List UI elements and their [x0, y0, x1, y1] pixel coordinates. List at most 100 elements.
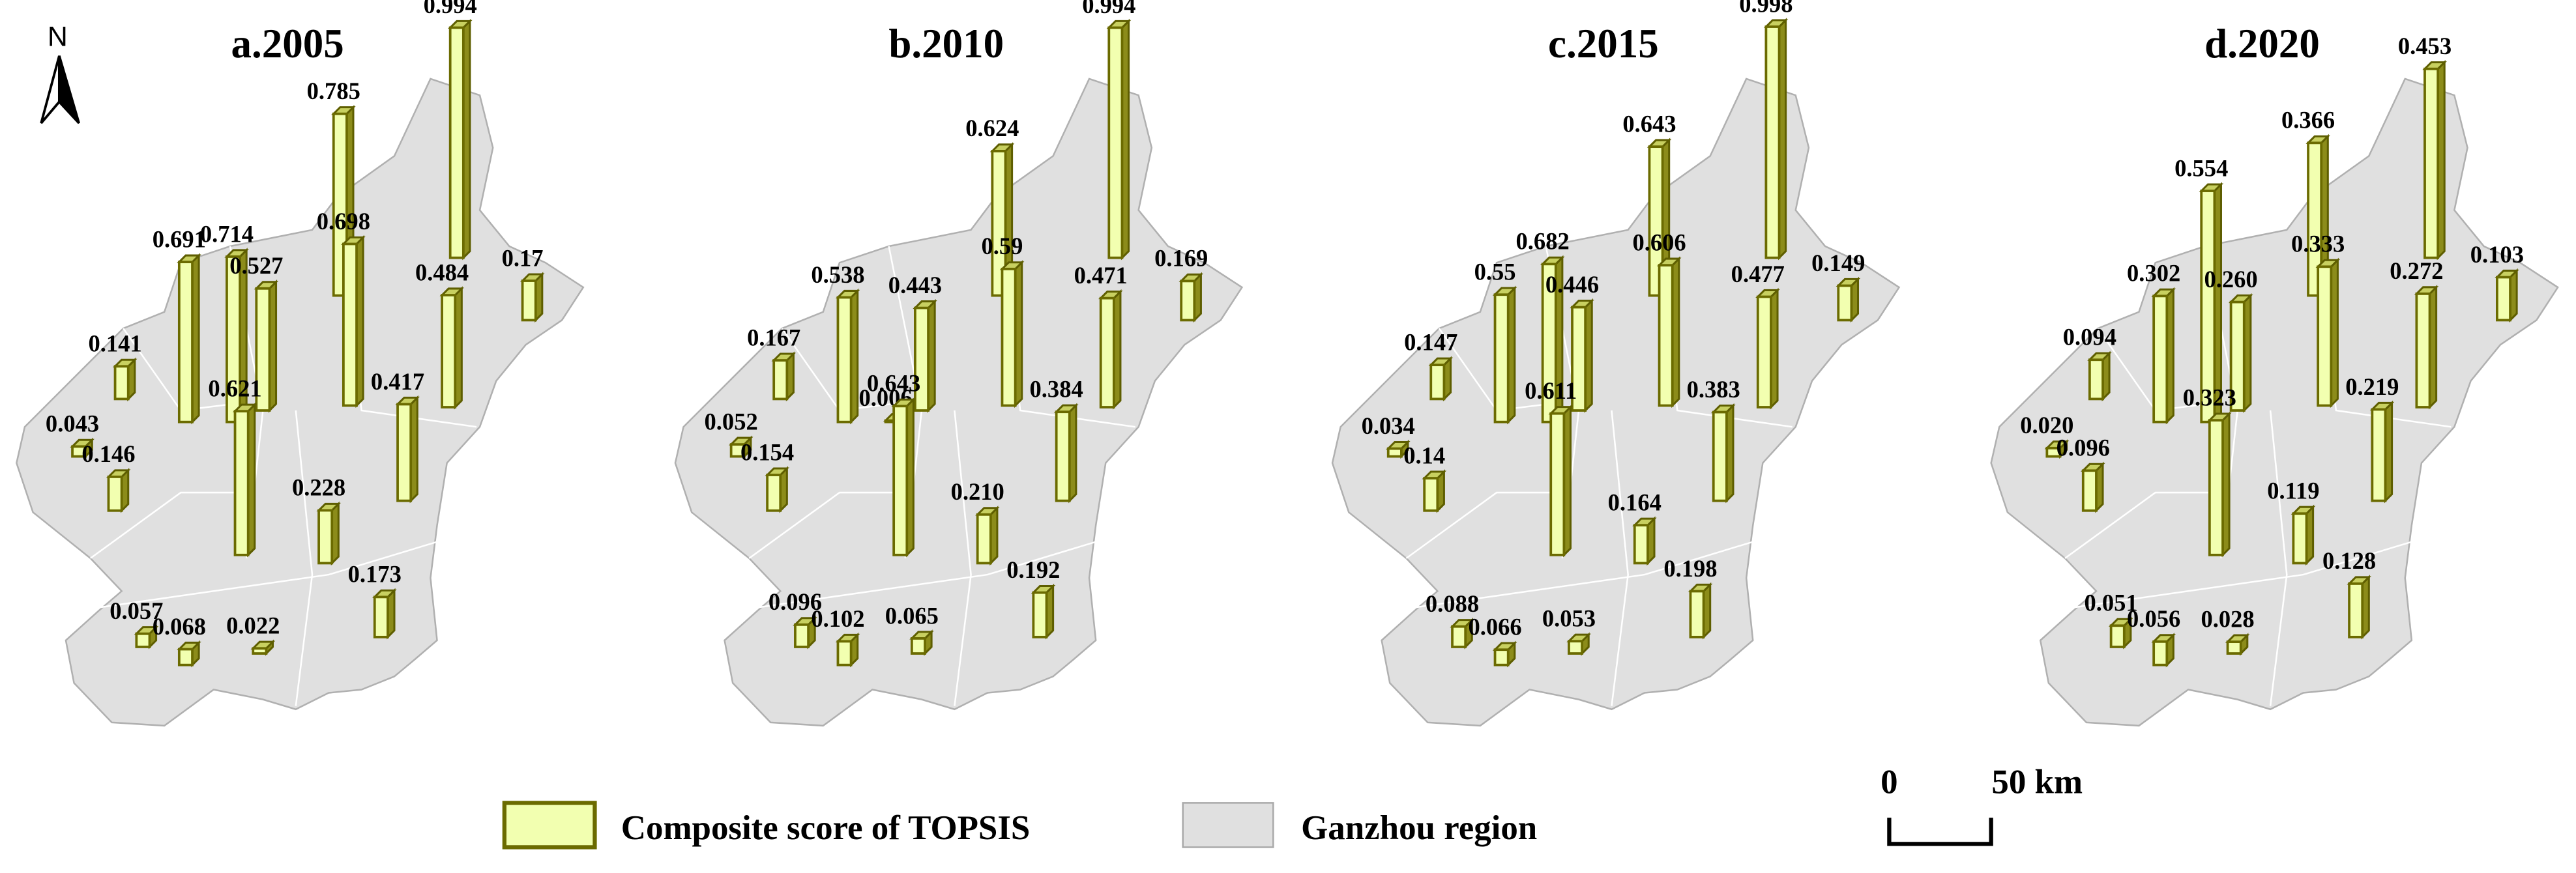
score-bar — [439, 286, 464, 410]
bar-front — [892, 405, 909, 556]
region-shape — [1331, 78, 1901, 727]
value-label: 0.384 — [1030, 376, 1083, 403]
map-panel: c.2015 0.998 0.643 0.550.682 0.446 0.606 0.477… — [1331, 0, 1901, 727]
bar-front — [373, 595, 389, 638]
score-bar — [250, 639, 276, 656]
score-bar — [1098, 289, 1123, 410]
value-label: 0.228 — [292, 474, 345, 501]
county-border — [2269, 410, 2288, 706]
value-label: 0.994 — [424, 0, 477, 18]
value-label: 0.17 — [502, 244, 544, 271]
county-border — [1414, 541, 1753, 608]
bar-front — [836, 296, 853, 423]
score-bar — [999, 260, 1025, 408]
score-bar — [2087, 351, 2112, 402]
value-label: 0.128 — [2322, 547, 2376, 574]
value-label: 0.260 — [2204, 266, 2258, 293]
score-bar — [1570, 298, 1594, 413]
value-label: 0.471 — [1074, 262, 1128, 289]
value-label: 0.065 — [885, 602, 939, 629]
county-border — [2073, 541, 2412, 608]
value-label: 0.154 — [740, 438, 794, 465]
value-label: 0.323 — [2183, 384, 2236, 410]
value-label: 0.020 — [2020, 412, 2073, 438]
value-label: 0.022 — [226, 612, 280, 639]
value-label: 0.119 — [2267, 478, 2319, 504]
score-bar — [1656, 256, 1682, 408]
value-label: 0.096 — [2056, 435, 2110, 461]
value-label: 0.621 — [208, 375, 261, 401]
bar-front — [1107, 26, 1124, 259]
score-bar — [728, 435, 754, 459]
north-arrow: N — [40, 21, 80, 124]
bar-front — [448, 26, 465, 259]
bar-front — [2307, 141, 2323, 297]
value-label: 0.103 — [2470, 241, 2524, 268]
region-shape — [674, 78, 1244, 727]
score-bar — [1711, 403, 1736, 504]
score-bar — [2315, 257, 2341, 408]
score-bar — [2151, 633, 2176, 668]
bar-front — [2423, 67, 2440, 259]
value-label: 0.606 — [1632, 229, 1686, 255]
value-label: 0.146 — [81, 440, 135, 467]
map-panel: d.2020 0.453 0.366 0.302 0.554 0.260 0.333 0.27… — [1990, 21, 2559, 727]
score-bar — [177, 253, 201, 425]
score-bar — [771, 351, 797, 402]
score-bar — [1428, 356, 1454, 402]
value-label: 0.366 — [2281, 107, 2335, 134]
bar-front — [2226, 640, 2242, 655]
value-label: 0.164 — [1608, 489, 1661, 515]
bar-front — [1837, 284, 1853, 322]
bar-front — [2348, 582, 2364, 638]
panel-title: b.2010 — [888, 21, 1004, 66]
value-label: 0.088 — [1426, 590, 1479, 617]
value-label: 0.028 — [2201, 605, 2254, 632]
arrow-right — [57, 55, 80, 124]
score-bar — [1632, 516, 1657, 566]
county-border — [757, 541, 1096, 608]
value-label: 0.149 — [1811, 250, 1865, 276]
score-bar — [1688, 582, 1713, 640]
scale-start: 0 — [1881, 763, 1897, 801]
score-bar — [765, 466, 789, 513]
score-bar — [448, 18, 473, 261]
value-label: 0.051 — [2085, 590, 2138, 616]
score-bar — [2305, 134, 2330, 298]
value-label: 0.056 — [2127, 605, 2180, 632]
bar-front — [441, 294, 457, 408]
value-label: 0.198 — [1663, 555, 1717, 582]
bar-front — [226, 255, 241, 423]
bar-front — [1764, 25, 1781, 259]
value-label: 0.643 — [1622, 110, 1676, 137]
value-label: 0.043 — [46, 410, 99, 437]
bar-front — [1633, 524, 1649, 565]
county-border — [2064, 491, 2221, 559]
score-bar — [70, 437, 95, 459]
panel-title: a.2005 — [231, 21, 344, 66]
value-label: 0.173 — [348, 561, 402, 588]
value-label: 0.057 — [110, 597, 163, 624]
score-bar — [1178, 272, 1204, 323]
bar-front — [521, 279, 537, 322]
bar-front — [914, 306, 929, 412]
score-bar — [2199, 182, 2224, 425]
bar-front — [177, 648, 194, 666]
county-border — [295, 410, 314, 706]
bar-front — [2109, 624, 2126, 648]
value-label: 0.443 — [888, 272, 942, 298]
score-bar — [975, 506, 1000, 566]
bar-front — [772, 359, 789, 401]
score-bar — [2369, 400, 2395, 504]
bar-front — [2415, 293, 2431, 408]
value-label: 0.169 — [1154, 245, 1208, 272]
value-label: 0.102 — [811, 605, 864, 632]
score-bar — [835, 632, 860, 668]
bar-front — [976, 513, 992, 565]
value-label: 0.484 — [415, 259, 469, 285]
value-label: 0.554 — [2174, 154, 2228, 181]
value-label: 0.096 — [768, 588, 822, 615]
score-bar — [2347, 575, 2371, 640]
